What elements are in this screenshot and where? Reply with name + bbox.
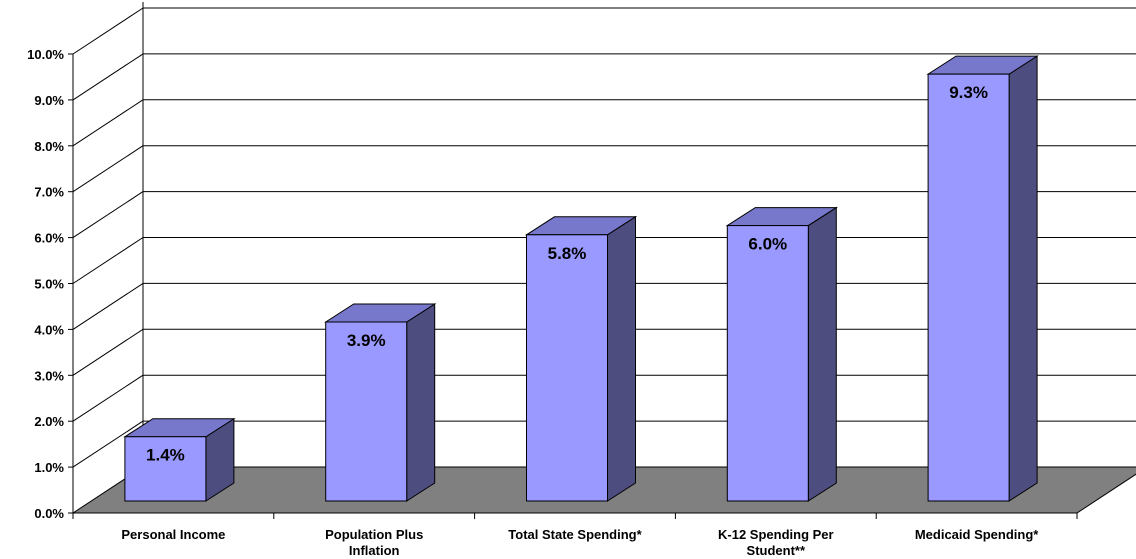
y-tick-label: 3.0%: [34, 368, 64, 383]
x-tick-label: Population Plus: [325, 527, 423, 542]
gridline-side: [72, 145, 144, 193]
gridline-side: [72, 99, 144, 147]
gridline-side: [72, 191, 144, 239]
gridline-side: [72, 420, 144, 468]
gridline-side: [72, 374, 144, 422]
x-tick-label: Personal Income: [121, 527, 225, 542]
gridline-side: [72, 328, 144, 376]
y-tick-label: 0.0%: [34, 506, 64, 521]
y-tick-label: 1.0%: [34, 460, 64, 475]
y-tick-label: 7.0%: [34, 185, 64, 200]
bar-side: [607, 215, 636, 502]
bar-side: [1008, 55, 1038, 502]
bar[interactable]: [325, 321, 408, 502]
data-label: 9.3%: [949, 83, 988, 102]
bar-side: [406, 303, 436, 502]
x-tick-label: Medicaid Spending*: [915, 527, 1039, 542]
y-tick-label: 9.0%: [34, 93, 64, 108]
bar-side: [807, 206, 837, 502]
gridline-side: [72, 53, 144, 101]
gridline-side: [72, 237, 144, 284]
bar[interactable]: [927, 73, 1010, 502]
gridline-side: [72, 282, 144, 330]
y-tick-label: 6.0%: [34, 231, 64, 246]
data-label: 3.9%: [347, 331, 386, 350]
y-tick-label: 2.0%: [34, 414, 64, 429]
x-tick-label: Student**: [747, 543, 806, 558]
y-tick-label: 8.0%: [34, 139, 64, 154]
y-tick-label: 10.0%: [27, 47, 64, 62]
data-label: 6.0%: [748, 235, 787, 254]
x-tick-label: K-12 Spending Per: [718, 527, 834, 542]
gridline-side: [72, 7, 144, 55]
data-label: 5.8%: [548, 244, 587, 263]
x-tick-label: Inflation: [349, 543, 400, 558]
y-tick-label: 4.0%: [34, 322, 64, 337]
bar[interactable]: [124, 436, 207, 502]
bar[interactable]: [726, 225, 809, 502]
x-tick-label: Total State Spending*: [508, 527, 642, 542]
data-label: 1.4%: [146, 446, 185, 465]
y-tick-label: 5.0%: [34, 277, 64, 292]
bar[interactable]: [526, 234, 608, 502]
